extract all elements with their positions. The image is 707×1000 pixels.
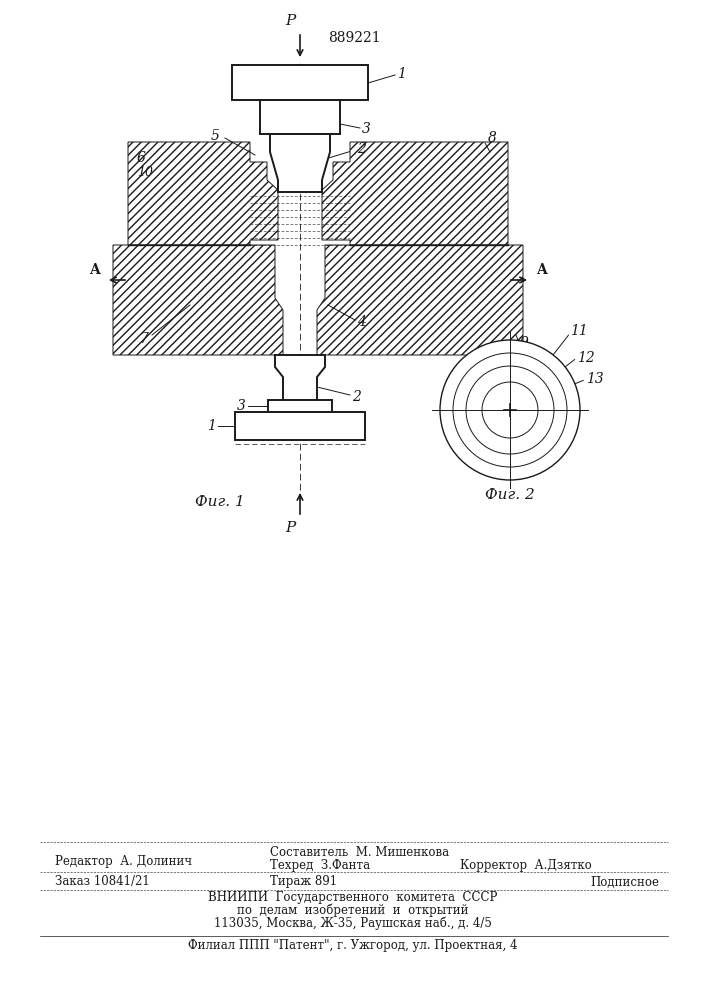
Text: 4: 4 <box>357 315 366 329</box>
Text: 8: 8 <box>488 131 497 145</box>
Circle shape <box>482 382 538 438</box>
Text: 13: 13 <box>586 372 604 386</box>
Text: Тираж 891: Тираж 891 <box>270 876 337 888</box>
Polygon shape <box>322 142 508 245</box>
Bar <box>232 65 368 100</box>
Text: 889221: 889221 <box>327 31 380 45</box>
Text: Фиг. 1: Фиг. 1 <box>195 495 245 509</box>
Bar <box>235 412 365 440</box>
Bar <box>268 400 332 412</box>
Text: 9: 9 <box>520 336 529 350</box>
Polygon shape <box>317 245 523 355</box>
Text: 6: 6 <box>137 151 146 165</box>
Text: 12: 12 <box>577 351 595 365</box>
Circle shape <box>440 340 580 480</box>
Bar <box>260 100 340 134</box>
Text: Корректор  А.Дзятко: Корректор А.Дзятко <box>460 858 592 871</box>
Text: A: A <box>89 263 100 277</box>
Text: 3: 3 <box>237 399 246 413</box>
Text: 2: 2 <box>357 142 366 156</box>
Text: Филиал ППП "Патент", г. Ужгород, ул. Проектная, 4: Филиал ППП "Патент", г. Ужгород, ул. Про… <box>188 938 518 952</box>
Text: 113035, Москва, Ж-35, Раушская наб., д. 4/5: 113035, Москва, Ж-35, Раушская наб., д. … <box>214 916 492 930</box>
Text: 3: 3 <box>362 122 371 136</box>
Circle shape <box>466 366 554 454</box>
Text: 2: 2 <box>352 390 361 404</box>
Text: ВНИИПИ  Государственного  комитета  СССР: ВНИИПИ Государственного комитета СССР <box>209 890 498 904</box>
Text: Фиг. 2: Фиг. 2 <box>485 488 535 502</box>
Text: 7: 7 <box>139 332 148 346</box>
Circle shape <box>453 353 567 467</box>
Text: 1: 1 <box>397 67 406 81</box>
Text: P: P <box>285 14 295 28</box>
Text: А-А: А-А <box>496 343 524 357</box>
Text: 5: 5 <box>211 129 220 143</box>
Text: Техред  З.Фанта: Техред З.Фанта <box>270 858 370 871</box>
Text: Составитель  М. Мишенкова: Составитель М. Мишенкова <box>270 846 449 858</box>
Polygon shape <box>270 134 330 192</box>
Text: A: A <box>536 263 547 277</box>
Polygon shape <box>113 245 283 355</box>
Text: по  делам  изобретений  и  открытий: по делам изобретений и открытий <box>238 903 469 917</box>
Text: Заказ 10841/21: Заказ 10841/21 <box>55 876 150 888</box>
Text: Подписное: Подписное <box>590 876 659 888</box>
Text: 11: 11 <box>571 324 588 338</box>
Polygon shape <box>128 142 278 245</box>
Text: 10: 10 <box>137 166 153 180</box>
Text: 1: 1 <box>207 419 216 433</box>
Polygon shape <box>275 355 325 400</box>
Text: Редактор  А. Долинич: Редактор А. Долинич <box>55 856 192 868</box>
Text: P: P <box>285 521 295 535</box>
